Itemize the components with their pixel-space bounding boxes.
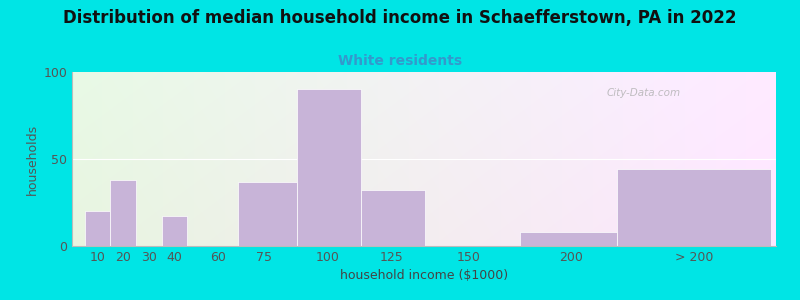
Bar bbox=[85, 211, 110, 246]
Text: City-Data.com: City-Data.com bbox=[607, 88, 681, 98]
Y-axis label: households: households bbox=[26, 123, 39, 195]
Bar bbox=[618, 169, 771, 246]
Text: White residents: White residents bbox=[338, 54, 462, 68]
X-axis label: household income ($1000): household income ($1000) bbox=[340, 269, 508, 282]
Bar bbox=[162, 216, 187, 246]
Text: Distribution of median household income in Schaefferstown, PA in 2022: Distribution of median household income … bbox=[63, 9, 737, 27]
Bar bbox=[520, 232, 618, 246]
Bar bbox=[110, 180, 136, 246]
Bar bbox=[298, 89, 362, 246]
Bar bbox=[362, 190, 426, 246]
Bar bbox=[238, 182, 298, 246]
